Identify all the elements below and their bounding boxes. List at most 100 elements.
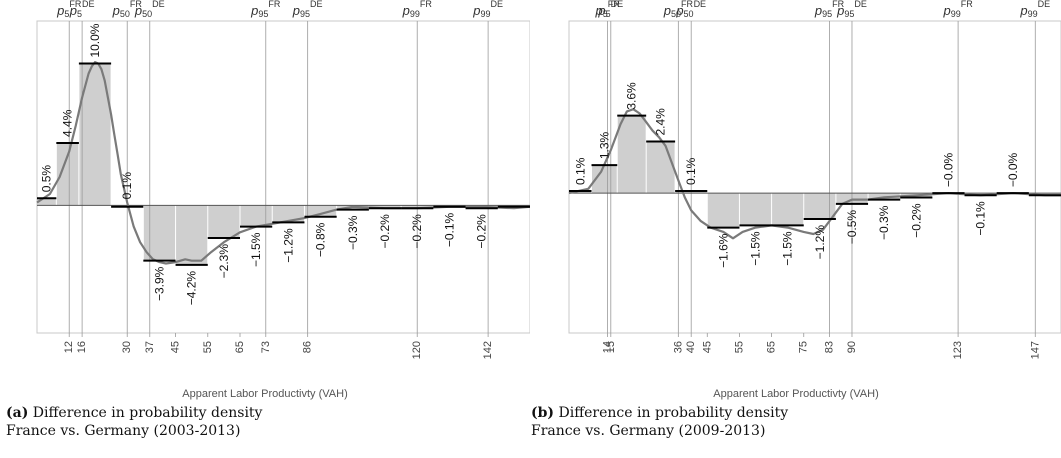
percentile-label: p50FR — [663, 0, 694, 19]
x-tick-label: 65 — [234, 341, 246, 353]
data-label: 1.3% — [597, 131, 611, 159]
data-label: −1.5% — [781, 231, 795, 266]
histogram-bar — [804, 193, 836, 219]
x-tick-label: 14 — [602, 341, 614, 353]
x-tick-label: 36 — [672, 341, 684, 353]
x-tick-label: 37 — [144, 341, 156, 353]
x-tick-label: 15 — [605, 341, 617, 353]
histogram-bar — [369, 205, 401, 209]
percentile-label: p95FR — [814, 0, 845, 19]
figure-panel-b: 0.1% 1.3% 3.6% 2.4% 0.1% −1.6% −1.5% −1.5% −1.2%… — [531, 0, 1061, 458]
x-tick-label: 123 — [952, 341, 964, 359]
histogram-bar — [617, 115, 646, 194]
data-label: −1.6% — [716, 233, 730, 268]
data-label: −0.0% — [941, 152, 955, 187]
histogram-bar — [37, 198, 56, 206]
histogram-bar — [646, 141, 675, 194]
caption-line-1: Difference in probability density — [32, 405, 263, 421]
data-label: −1.5% — [749, 231, 763, 266]
data-label: 0.1% — [573, 157, 587, 185]
percentile-label: p95DE — [836, 0, 867, 19]
x-tick-label: 83 — [823, 341, 835, 353]
percentile-label: p5DE — [597, 0, 623, 19]
percentile-label: p5FR — [594, 0, 620, 19]
data-label: −0.5% — [845, 210, 859, 245]
data-label: −3.9% — [152, 266, 166, 301]
x-tick-label: 55 — [733, 341, 745, 353]
data-label: 3.6% — [625, 82, 639, 110]
panel-label: (a) — [6, 405, 29, 421]
plot-frame — [568, 20, 1061, 334]
plot-frame — [36, 20, 530, 334]
percentile-label: p99FR — [942, 0, 973, 19]
percentile-label: p99DE — [472, 0, 503, 19]
histogram-bar — [772, 193, 804, 226]
histogram-bar — [176, 205, 208, 265]
data-label: −0.2% — [378, 214, 392, 249]
x-tick-label: 12 — [63, 341, 75, 353]
x-tick-label: 45 — [701, 341, 713, 353]
data-label: −2.3% — [217, 244, 231, 279]
percentile-label: p95FR — [250, 0, 281, 19]
density-curve — [568, 108, 1061, 240]
x-axis-label: Apparent Labor Productivty (VAH) — [182, 388, 348, 400]
x-tick-label: 86 — [302, 341, 314, 353]
x-tick-label: 120 — [411, 341, 423, 359]
histogram-bar — [240, 205, 272, 227]
x-tick-label: 55 — [202, 341, 214, 353]
histogram-bar — [208, 205, 240, 238]
data-label: 0.1% — [684, 157, 698, 185]
data-label: 0.1% — [120, 172, 134, 200]
data-label: 2.4% — [654, 108, 668, 136]
data-label: −0.0% — [1006, 152, 1020, 187]
percentile-label: p50FR — [112, 0, 143, 19]
histogram-bar — [272, 205, 304, 223]
data-label: −0.2% — [410, 214, 424, 249]
data-label: −0.3% — [346, 215, 360, 250]
histogram-bar — [304, 205, 337, 217]
data-label: −1.2% — [813, 225, 827, 260]
percentile-label: p95DE — [292, 0, 323, 19]
percentile-label: p99DE — [1019, 0, 1050, 19]
caption-line-2: France vs. Germany (2003-2013) — [6, 423, 241, 439]
x-axis-label: Apparent Labor Productivty (VAH) — [713, 388, 879, 400]
x-tick-label: 65 — [766, 341, 778, 353]
data-label: −4.2% — [185, 271, 199, 306]
x-tick-label: 90 — [846, 341, 858, 353]
data-label: 0.5% — [40, 165, 54, 193]
caption-line-1: Difference in probability density — [558, 405, 789, 421]
histogram-bar — [739, 193, 772, 226]
data-label: −0.3% — [877, 205, 891, 240]
percentile-label: p5FR — [56, 0, 82, 19]
data-label: −0.2% — [909, 203, 923, 238]
data-label: −1.2% — [281, 228, 295, 263]
percentile-label: p99FR — [402, 0, 433, 19]
panel-label: (b) — [531, 405, 555, 421]
histogram-bar — [707, 193, 739, 228]
percentile-label: p50DE — [675, 0, 706, 19]
x-tick-label: 75 — [798, 341, 810, 353]
percentile-label: p50DE — [134, 0, 165, 19]
data-label: −1.5% — [249, 232, 263, 267]
x-tick-label: 45 — [170, 341, 182, 353]
data-label: −0.2% — [475, 214, 489, 249]
chart-a: 0.5% 4.4% 10.0% 0.1% −3.9% −4.2% −2.3% −1.5% −1.… — [36, 0, 530, 359]
x-tick-label: 147 — [1029, 341, 1041, 359]
x-tick-label: 30 — [121, 341, 133, 353]
x-tick-label: 40 — [685, 341, 697, 353]
histogram-bar — [143, 205, 176, 261]
histogram-bar — [56, 142, 79, 206]
data-label: 10.0% — [88, 23, 102, 57]
percentile-label: p5DE — [69, 0, 95, 19]
caption-line-2: France vs. Germany (2009-2013) — [531, 423, 766, 439]
x-tick-label: 73 — [260, 341, 272, 353]
data-label: −0.1% — [974, 201, 988, 236]
figure-panel-a: 0.5% 4.4% 10.0% 0.1% −3.9% −4.2% −2.3% −1.5% −1.… — [0, 0, 530, 458]
caption-b: (b) Difference in probability density Fr… — [531, 404, 788, 440]
histogram-bar — [569, 190, 592, 194]
data-label: 4.4% — [61, 109, 75, 137]
data-label: −0.8% — [314, 222, 328, 257]
x-tick-label: 16 — [76, 341, 88, 353]
caption-a: (a) Difference in probability density Fr… — [6, 404, 262, 440]
data-label: −0.1% — [442, 212, 456, 247]
